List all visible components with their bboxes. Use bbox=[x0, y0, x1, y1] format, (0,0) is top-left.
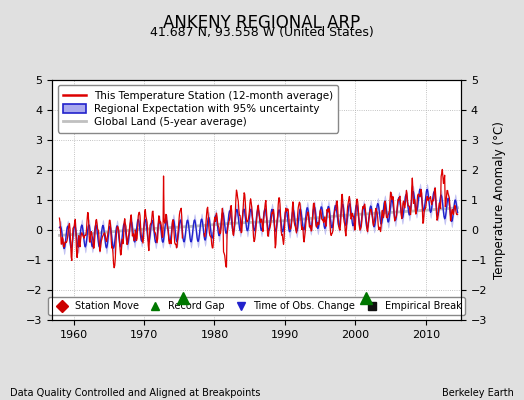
Text: Berkeley Earth: Berkeley Earth bbox=[442, 388, 514, 398]
Text: ANKENY REGIONAL ARP: ANKENY REGIONAL ARP bbox=[163, 14, 361, 32]
Y-axis label: Temperature Anomaly (°C): Temperature Anomaly (°C) bbox=[493, 121, 506, 279]
Text: 41.687 N, 93.558 W (United States): 41.687 N, 93.558 W (United States) bbox=[150, 26, 374, 39]
Text: Data Quality Controlled and Aligned at Breakpoints: Data Quality Controlled and Aligned at B… bbox=[10, 388, 261, 398]
Legend: Station Move, Record Gap, Time of Obs. Change, Empirical Break: Station Move, Record Gap, Time of Obs. C… bbox=[48, 297, 465, 315]
